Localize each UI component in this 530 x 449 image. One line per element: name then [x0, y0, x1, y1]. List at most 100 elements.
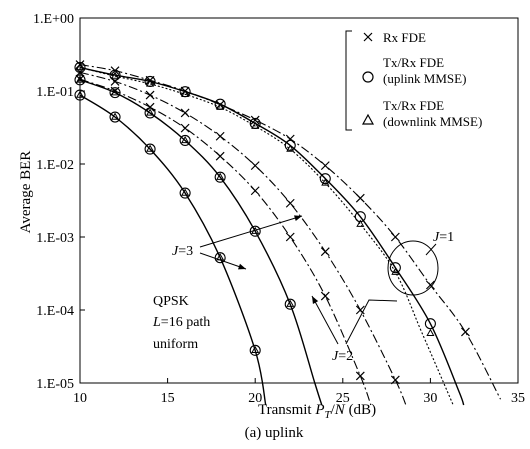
legend-bracket [345, 30, 352, 131]
marker-x [145, 102, 155, 112]
marker-triangle [181, 135, 190, 144]
curve-J3-rx [79, 78, 372, 406]
marker-triangle [321, 178, 330, 186]
label-j2-text: =2 [338, 349, 353, 364]
marker-circle [144, 143, 156, 155]
marker-triangle [426, 328, 435, 336]
marker-circle [249, 344, 261, 356]
x-axis-label-unit: (dB) [345, 402, 376, 418]
x-tick-label: 30 [423, 391, 437, 406]
marker-x [145, 90, 155, 100]
marker-circle [284, 139, 296, 151]
marker-triangle [110, 88, 120, 96]
x-tick-label: 25 [336, 391, 350, 406]
y-tick-label: 1.E+00 [33, 12, 74, 27]
arrow-j2-left-head [312, 296, 319, 304]
leader-j1 [425, 243, 437, 256]
marker-triangle [110, 71, 120, 79]
label-j2-var: J [332, 349, 339, 364]
x-tick-label: 20 [248, 391, 262, 406]
marker-circle [144, 107, 156, 119]
marker-circle [109, 111, 121, 123]
marker-circle [179, 187, 191, 199]
x-axis-label-slash: / [331, 402, 336, 418]
marker-x [250, 115, 260, 125]
legend-marker-circle [362, 71, 374, 83]
marker-x [355, 371, 365, 381]
marker-x [390, 232, 400, 242]
label-j1-text: =1 [439, 230, 454, 245]
y-tick-label: 1.E-02 [36, 158, 74, 173]
plot-border [79, 17, 519, 384]
info-paths-var: L [152, 315, 161, 330]
arrow-j3-lower [199, 252, 247, 270]
x-axis-label: Transmit PT/N (dB) [258, 402, 376, 421]
legend: Rx FDE Tx/Rx FDE (uplink MMSE) Tx/Rx FDE… [345, 30, 482, 131]
marker-x [390, 375, 400, 385]
legend-label-downlink-1: Tx/Rx FDE [383, 98, 444, 113]
label-j1-var: J [433, 230, 440, 245]
marker-x [250, 161, 260, 171]
marker-circle [74, 74, 86, 86]
legend-marker-x [363, 32, 373, 42]
x-tick-label: 10 [73, 391, 87, 406]
info-paths: L=16 path [152, 315, 210, 330]
marker-x [320, 161, 330, 171]
plot-frame: 10 15 20 25 30 35 1.E-05 1.E-04 1.E-03 1.E-02 1.E-… [33, 12, 525, 406]
marker-circle [74, 61, 86, 74]
label-j3: J=3 [172, 244, 193, 259]
marker-triangle [286, 299, 295, 307]
curve-J2-rx [79, 71, 407, 406]
marker-triangle [146, 108, 155, 116]
marker-circle [214, 171, 226, 183]
legend-label-uplink-2: (uplink MMSE) [383, 71, 466, 86]
info-modulation: QPSK [153, 294, 189, 309]
marker-triangle [146, 144, 155, 152]
x-axis-label-var: P [314, 402, 324, 418]
marker-circle [179, 134, 191, 147]
ellipse-j1 [387, 240, 439, 296]
marker-triangle [391, 267, 400, 275]
marker-triangle [216, 172, 225, 180]
marker-triangle [216, 102, 225, 110]
marker-circle [109, 87, 121, 99]
marker-x [285, 198, 295, 208]
legend-label-downlink-2: (downlink MMSE) [383, 114, 482, 129]
info-profile: uniform [153, 337, 198, 352]
label-j3-text: =3 [178, 244, 193, 259]
marker-circle [74, 89, 86, 101]
marker-triangle [356, 219, 365, 227]
arrow-j2-right [345, 299, 398, 345]
info-paths-text: =16 path [161, 315, 211, 330]
label-j2: J=2 [332, 349, 353, 364]
arrow-j3-upper-head [294, 215, 302, 221]
marker-triangle [251, 345, 260, 354]
marker-layer [74, 60, 470, 385]
marker-circle [284, 298, 296, 310]
marker-triangle [181, 89, 190, 98]
y-tick-label: 1.E-01 [36, 85, 74, 100]
marker-triangle [251, 121, 260, 129]
marker-x [285, 232, 295, 242]
marker-triangle [75, 90, 85, 98]
arrow-j3-lower-head [238, 263, 246, 270]
arrow-j2-left [311, 295, 339, 345]
arrow-j3-upper [199, 215, 303, 248]
curve-J2-mmse [79, 79, 323, 406]
legend-label-rx: Rx FDE [383, 30, 426, 45]
marker-circle [109, 69, 121, 81]
x-tick-label: 15 [161, 391, 175, 406]
marker-x [320, 291, 330, 301]
y-axis-label: Average BER [18, 151, 34, 234]
x-axis-label-var2: N [334, 402, 346, 418]
marker-x [250, 186, 260, 196]
y-tick-label: 1.E-04 [36, 304, 74, 319]
y-tick-label: 1.E-05 [36, 377, 74, 392]
marker-circle [424, 318, 436, 330]
marker-x [215, 151, 225, 161]
legend-label-uplink-1: Tx/Rx FDE [383, 55, 444, 70]
marker-circle [249, 225, 261, 237]
marker-triangle [75, 62, 85, 71]
marker-x [180, 108, 190, 118]
